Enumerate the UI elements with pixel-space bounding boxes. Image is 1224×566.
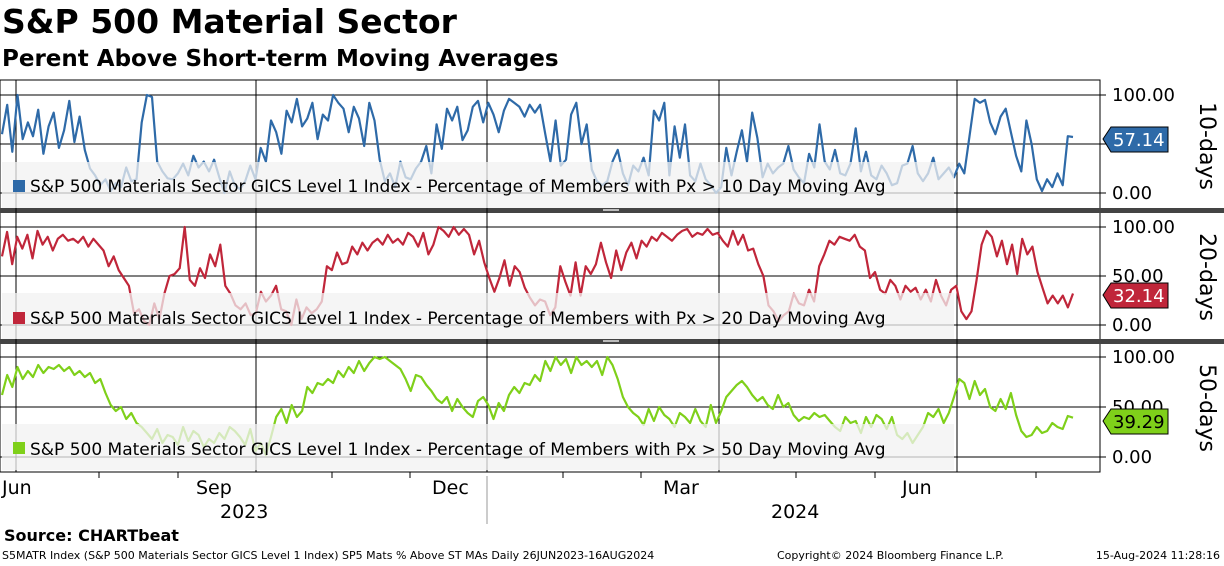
y-tick-label: 50.00 (1112, 266, 1164, 287)
legend-box-10d (2, 162, 954, 208)
x-tick-marks (98, 472, 1037, 478)
x-tick-label: Mar (663, 477, 699, 499)
x-year-label: 2024 (771, 501, 819, 523)
axis-title-50d: 50-days (1194, 364, 1219, 452)
legend-swatch-10d (13, 180, 25, 192)
last-value-tag-20d (1102, 282, 1169, 309)
legend-label-50d: S&P 500 Materials Sector GICS Level 1 In… (30, 440, 886, 460)
footer-description: S5MATR Index (S&P 500 Materials Sector G… (2, 549, 655, 562)
source-label: Source: CHARTbeat (4, 526, 179, 545)
last-value-tag-10d (1102, 126, 1169, 153)
separator-handle-2[interactable] (603, 340, 619, 342)
footer-timestamp: 15-Aug-2024 11:28:16 (1095, 549, 1220, 562)
x-tick-label: Jun (1, 477, 32, 499)
x-tick-label: Jun (901, 477, 932, 499)
y-tick-label: 0.00 (1112, 447, 1152, 468)
x-tick-label: Dec (432, 477, 469, 499)
y-tick-label: 100.00 (1112, 85, 1175, 106)
last-value-tag-50d (1102, 408, 1169, 435)
legend-label-20d: S&P 500 Materials Sector GICS Level 1 In… (30, 309, 886, 329)
last-value-label-10d: 57.14 (1113, 130, 1165, 151)
y-tick-label: 100.00 (1112, 347, 1175, 368)
separator-handle-1[interactable] (603, 209, 619, 211)
y-tick-label: 100.00 (1112, 217, 1175, 238)
x-axis-labels: Jun Sep Dec Mar Jun 2023 2024 (1, 477, 932, 523)
page-subtitle: Perent Above Short-term Moving Averages (2, 46, 559, 72)
legend-box-20d (2, 293, 954, 339)
y-tick-marks (1100, 94, 1106, 458)
legend-swatch-20d (13, 312, 25, 324)
y-tick-label: 0.00 (1112, 315, 1152, 336)
last-value-label-20d: 32.14 (1113, 286, 1165, 307)
last-value-label-50d: 39.29 (1113, 412, 1165, 433)
footer-copyright: Copyright© 2024 Bloomberg Finance L.P. (777, 549, 1004, 562)
horizontal-gridlines (0, 94, 1100, 458)
axis-title-10d: 10-days (1194, 102, 1219, 190)
legend-label-10d: S&P 500 Materials Sector GICS Level 1 In… (30, 177, 886, 197)
y-tick-label: 0.00 (1112, 183, 1152, 204)
legend-swatch-50d (13, 442, 25, 454)
x-year-label: 2023 (220, 501, 268, 523)
x-tick-label: Sep (196, 477, 232, 499)
legend-box-50d (2, 424, 954, 470)
axis-title-20d: 20-days (1194, 233, 1219, 321)
page-title: S&P 500 Material Sector (2, 2, 457, 41)
